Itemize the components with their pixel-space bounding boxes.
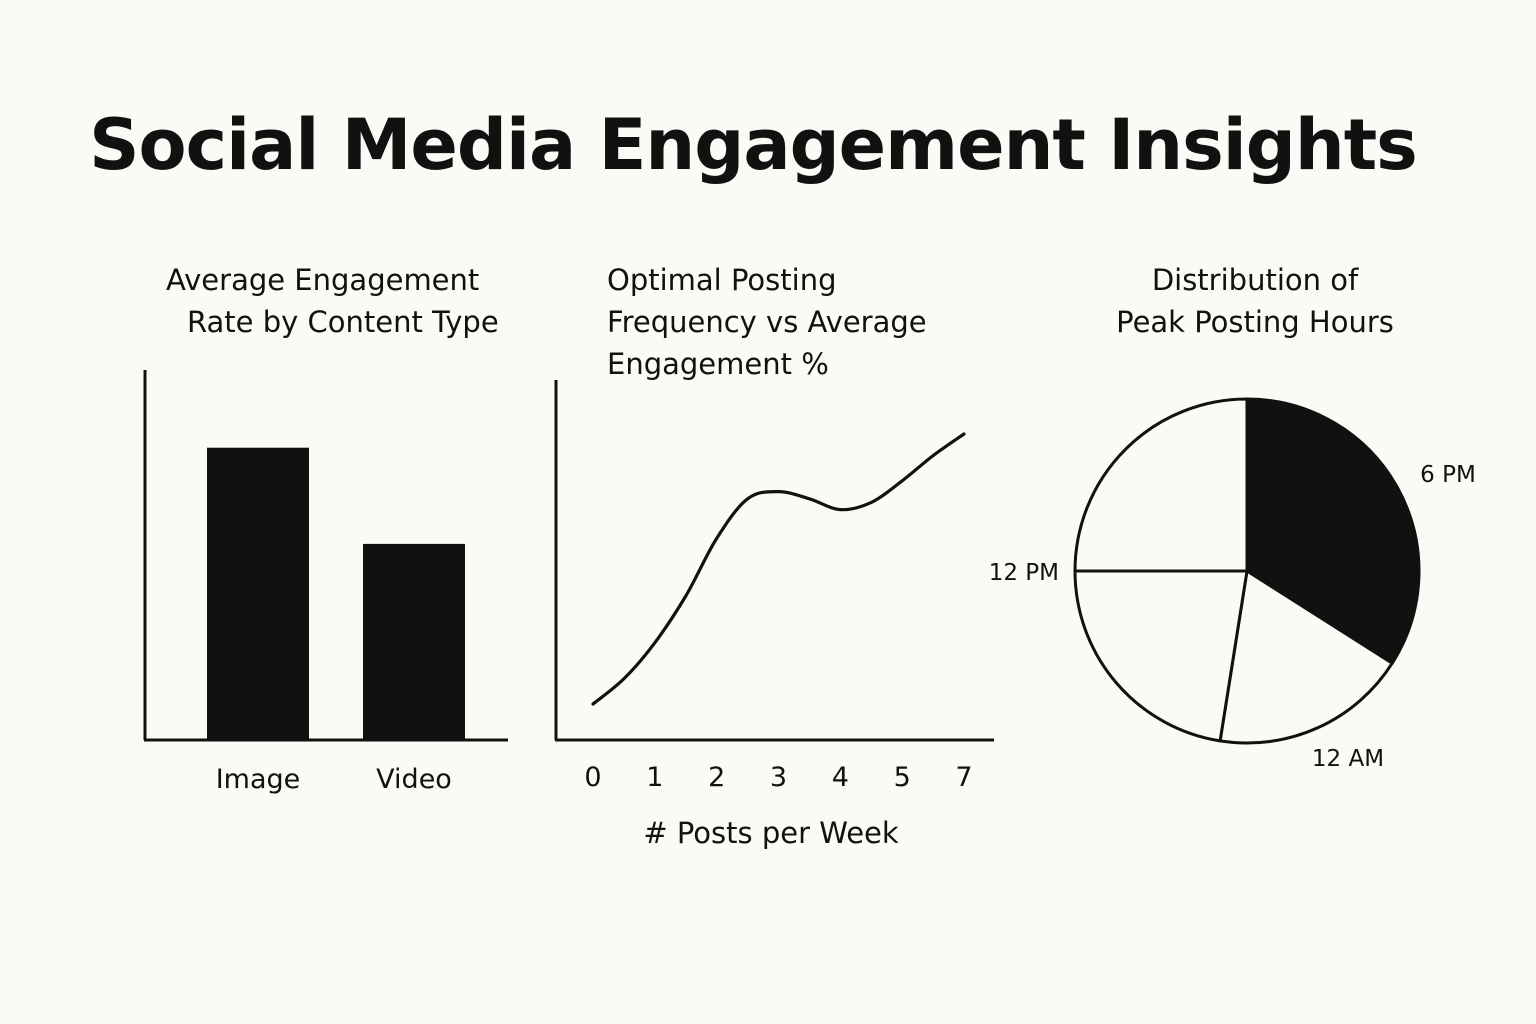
line-x-axis-label: # Posts per Week (643, 816, 899, 850)
bar-category-label: Image (216, 764, 301, 795)
pie-slice-label: 6 PM (1420, 462, 1476, 488)
pie-slice-12-am (1218, 569, 1394, 745)
line-x-tick-label: 5 (894, 762, 911, 793)
pie-chart: 6 PM 12 AM 12 PM (989, 397, 1476, 772)
pie-slice-12-pm (1073, 397, 1249, 573)
pie-chart-title-line-1: Distribution of (1151, 263, 1359, 297)
line-x-tick-label: 1 (646, 762, 663, 793)
pie-slice-label: 12 PM (989, 560, 1059, 586)
bar-video (363, 543, 465, 740)
line-series (591, 432, 966, 706)
page-title: Social Media Engagement Insights (89, 104, 1418, 186)
pie-slice-label: 12 AM (1312, 746, 1384, 772)
bar-chart-title: Average Engagement Rate by Content Type (166, 259, 526, 343)
bar-chart-title-line-1: Average Engagement (166, 263, 480, 297)
line-chart-title-line-3: Engagement % (607, 347, 829, 381)
pie-slice-unlabeled (1073, 569, 1249, 743)
line-x-tick-label: 0 (584, 762, 601, 793)
pie-chart-title: Distribution of Peak Posting Hours (1100, 259, 1410, 343)
line-chart-title: Optimal Posting Frequency vs Average Eng… (607, 259, 987, 385)
line-x-tick-label: 2 (708, 762, 725, 793)
line-x-tick-label: 3 (770, 762, 787, 793)
bar-chart: Image Video (143, 370, 508, 795)
bar-chart-title-line-2: Rate by Content Type (187, 305, 499, 339)
line-chart-title-line-1: Optimal Posting (607, 263, 837, 297)
line-x-tick-label: 7 (955, 762, 972, 793)
pie-chart-title-line-2: Peak Posting Hours (1116, 305, 1394, 339)
bar-category-label: Video (376, 764, 452, 795)
line-chart-title-line-2: Frequency vs Average (607, 305, 927, 339)
bar-image (207, 447, 309, 740)
line-chart: 0 1 2 3 4 5 7 # Posts per Week (554, 380, 994, 850)
line-x-tick-label: 4 (832, 762, 849, 793)
